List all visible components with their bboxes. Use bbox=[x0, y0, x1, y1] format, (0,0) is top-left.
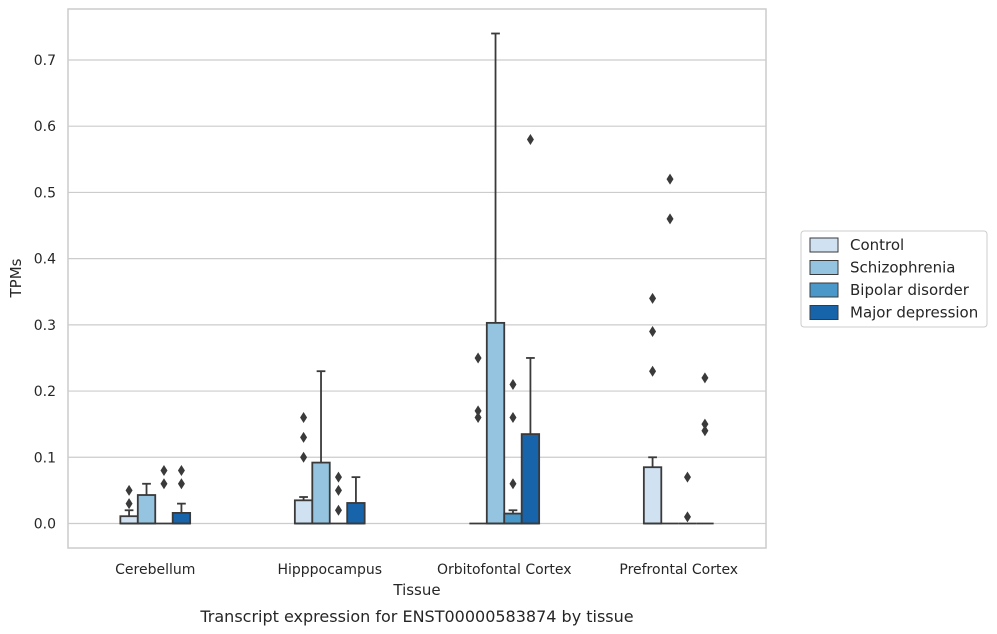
y-tick-label: 0.5 bbox=[34, 185, 56, 201]
y-tick-label: 0.3 bbox=[34, 318, 56, 334]
x-axis-label: Tissue bbox=[392, 581, 440, 599]
outlier-point bbox=[701, 425, 709, 437]
outlier-point bbox=[701, 418, 709, 430]
box-3-0 bbox=[642, 292, 663, 525]
outlier-point bbox=[300, 431, 308, 443]
box-0-3 bbox=[171, 465, 192, 525]
box-body bbox=[119, 515, 139, 525]
outlier-point bbox=[177, 478, 185, 490]
outlier-point bbox=[300, 451, 308, 463]
chart-caption: Transcript expression for ENST0000058387… bbox=[199, 607, 633, 626]
x-tick-label: Hipppocampus bbox=[277, 562, 382, 578]
box-0-1 bbox=[136, 482, 157, 525]
outlier-point bbox=[334, 471, 342, 483]
box-body bbox=[520, 433, 541, 525]
box-body bbox=[503, 512, 523, 525]
outlier-point bbox=[666, 213, 674, 225]
outlier-point bbox=[177, 465, 185, 477]
box-body bbox=[642, 466, 663, 525]
legend-swatch bbox=[809, 305, 839, 320]
legend-frame bbox=[800, 230, 988, 328]
legend-swatch bbox=[809, 237, 839, 253]
grid-lines bbox=[68, 59, 766, 525]
legend-swatch bbox=[809, 282, 839, 298]
outlier-point bbox=[701, 372, 709, 384]
box-body bbox=[346, 502, 366, 525]
boxes bbox=[119, 32, 714, 525]
y-tick-label: 0.1 bbox=[34, 450, 56, 466]
y-tick-label: 0.7 bbox=[34, 53, 56, 69]
box-1-1 bbox=[311, 370, 331, 525]
box-0-0 bbox=[119, 484, 139, 525]
outlier-point bbox=[509, 378, 517, 390]
box-1-3 bbox=[346, 476, 366, 525]
legend-label: Schizophrenia bbox=[850, 259, 955, 277]
box-2-3 bbox=[520, 133, 541, 525]
box-body bbox=[293, 499, 314, 525]
outlier-point bbox=[666, 173, 674, 185]
box-1-0 bbox=[293, 412, 314, 525]
box-body bbox=[485, 321, 506, 525]
y-axis-label: TPMs bbox=[7, 258, 25, 298]
outlier-point bbox=[334, 504, 342, 516]
outlier-point bbox=[125, 484, 133, 496]
legend-swatch bbox=[809, 260, 839, 275]
y-tick-labels: 0.0 0.1 0.2 0.3 0.4 0.5 0.6 0.7 bbox=[34, 53, 56, 533]
outlier-point bbox=[509, 412, 517, 424]
outlier-point bbox=[649, 292, 657, 304]
box-2-1 bbox=[485, 32, 506, 525]
legend-label: Major depression bbox=[850, 304, 978, 322]
y-tick-label: 0.6 bbox=[34, 119, 56, 135]
y-tick-label: 0.2 bbox=[34, 384, 56, 400]
y-tick-label: 0.4 bbox=[34, 252, 56, 268]
box-0-2 bbox=[155, 465, 173, 525]
y-tick-label: 0.0 bbox=[34, 517, 56, 533]
outlier-point bbox=[474, 412, 482, 424]
box-3-3 bbox=[696, 372, 714, 525]
plot-area-frame bbox=[67, 8, 767, 549]
outlier-point bbox=[160, 465, 168, 477]
box-1-2 bbox=[329, 471, 348, 525]
outlier-point bbox=[474, 352, 482, 364]
legend: Control Schizophrenia Bipolar disorder Majo… bbox=[800, 230, 988, 328]
box-2-2 bbox=[503, 378, 523, 525]
outlier-point bbox=[649, 365, 657, 377]
outlier-point bbox=[300, 412, 308, 424]
outlier-point bbox=[160, 478, 168, 490]
legend-label: Control bbox=[850, 236, 904, 254]
outlier-point bbox=[334, 484, 342, 496]
x-tick-label: Orbitofontal Cortex bbox=[437, 562, 572, 578]
box-body bbox=[311, 461, 331, 525]
x-tick-label: Prefrontal Cortex bbox=[619, 562, 738, 578]
legend-label: Bipolar disorder bbox=[850, 281, 970, 299]
x-tick-label: Cerebellum bbox=[115, 562, 195, 578]
outlier-point bbox=[125, 498, 133, 510]
outlier-point bbox=[683, 471, 691, 483]
outlier-point bbox=[649, 325, 657, 337]
outlier-point bbox=[683, 511, 691, 523]
outlier-point bbox=[526, 133, 534, 145]
box-body bbox=[171, 512, 192, 525]
outlier-point bbox=[474, 405, 482, 417]
box-body bbox=[136, 494, 157, 525]
box-3-2 bbox=[678, 471, 697, 525]
box-3-1 bbox=[661, 173, 679, 525]
box-2-0 bbox=[469, 352, 487, 525]
x-tick-labels: Cerebellum Hipppocampus Orbitofontal Corte… bbox=[115, 562, 738, 578]
outlier-point bbox=[509, 478, 517, 490]
